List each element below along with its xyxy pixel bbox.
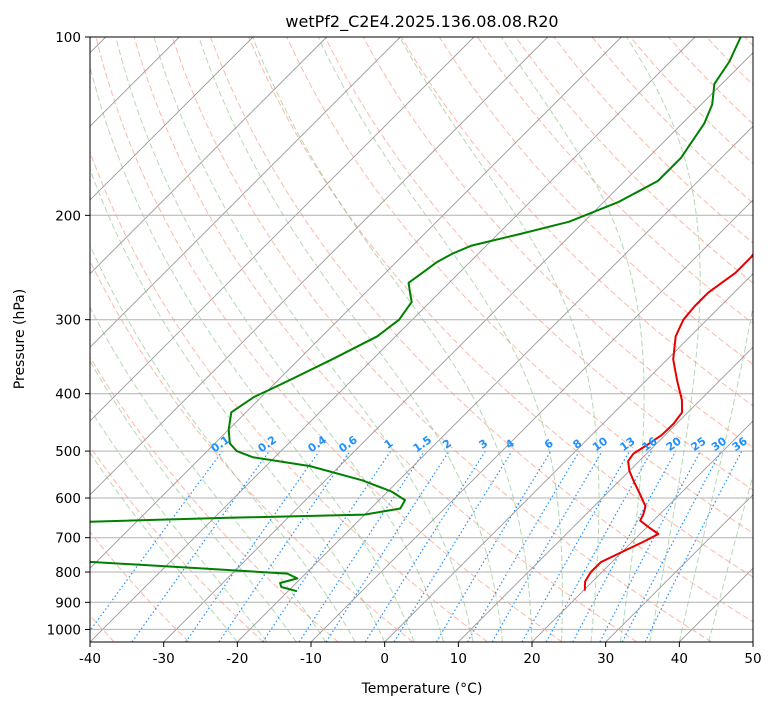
y-tick-label: 1000	[47, 622, 81, 638]
isotherm-line	[90, 37, 254, 201]
x-tick-label: 0	[380, 651, 389, 667]
isotherm-line	[90, 37, 475, 422]
moist-adiabat-line	[90, 306, 327, 642]
dry-adiabat-line	[553, 37, 753, 244]
isotherm-line	[90, 37, 549, 496]
y-axis-label: Pressure (hPa)	[12, 289, 28, 389]
temperature-line	[583, 252, 753, 591]
mixing-ratio-line	[131, 450, 270, 642]
dry-adiabats	[90, 37, 753, 642]
y-tick-label: 100	[55, 30, 81, 46]
y-tick-label: 800	[55, 565, 81, 581]
mixing-ratio-line	[393, 450, 513, 642]
x-tick-label: 40	[671, 651, 688, 667]
moist-adiabat-line	[626, 37, 701, 642]
dry-adiabat-line	[95, 37, 563, 642]
mixing-ratio-line	[325, 450, 450, 642]
plot-area	[90, 37, 753, 642]
x-tick-label: 50	[744, 651, 761, 667]
moist-adiabat-line	[501, 37, 645, 642]
dry-adiabat-line	[210, 37, 753, 623]
y-tick-label: 200	[55, 208, 81, 224]
isotherm-lines	[90, 37, 753, 642]
x-tick-label: -30	[153, 651, 175, 667]
dry-adiabat-line	[286, 37, 753, 534]
isotherm-line	[605, 494, 753, 642]
moist-adiabat-line	[708, 473, 753, 642]
dry-adiabat-line	[629, 37, 753, 165]
x-axis-label: Temperature (°C)	[361, 681, 483, 697]
dry-adiabat-line	[324, 37, 753, 491]
moist-adiabat-line	[153, 37, 474, 642]
isotherm-line	[163, 52, 753, 642]
y-tick-label: 300	[55, 313, 81, 329]
y-tick-label: 700	[55, 531, 81, 547]
isotherm-line	[310, 199, 753, 642]
profile-series	[90, 37, 753, 593]
mixing-ratio-lines	[90, 450, 743, 642]
isotherm-line	[236, 125, 753, 642]
mixing-ratio-line	[218, 450, 351, 642]
x-tick-label: 10	[450, 651, 467, 667]
mixing-ratio-line	[521, 450, 631, 642]
dry-adiabat-line	[591, 37, 753, 204]
moist-adiabat-line	[90, 451, 238, 642]
isotherm-line	[90, 37, 401, 348]
x-tick-label: -20	[226, 651, 248, 667]
dry-adiabat-line	[248, 37, 753, 578]
y-tick-label: 900	[55, 595, 81, 611]
y-tick-label: 400	[55, 387, 81, 403]
moist-adiabat-line	[90, 408, 268, 642]
dewpoint-line	[90, 37, 742, 593]
moist-adiabat-line	[115, 37, 445, 642]
dry-adiabat-line	[400, 37, 753, 407]
isotherm-line	[384, 273, 753, 642]
dry-adiabat-line	[90, 150, 488, 642]
plot-frame	[89, 36, 754, 643]
dry-adiabat-line	[90, 259, 414, 642]
isotherm-line	[531, 420, 753, 642]
dry-adiabat-line	[438, 37, 753, 365]
isotherm-line	[90, 37, 328, 275]
moist-adiabat-line	[90, 360, 297, 642]
mixing-ratio-line	[572, 450, 677, 642]
y-tick-label: 600	[55, 491, 81, 507]
x-tick-label: -10	[300, 651, 322, 667]
dry-adiabat-line	[515, 37, 753, 284]
moist-adiabat-line	[399, 37, 600, 642]
x-tick-label: -40	[79, 651, 101, 667]
x-axis: -40 -30 -20 -10 0 10 20 30 40 50	[79, 642, 762, 667]
dry-adiabat-line	[90, 531, 190, 642]
dry-adiabat-line	[90, 355, 339, 642]
dry-adiabat-line	[133, 37, 638, 642]
x-tick-label: 20	[523, 651, 540, 667]
moist-adiabat-line	[678, 303, 753, 642]
isotherm-line	[90, 37, 622, 569]
mixing-ratio-line	[262, 450, 392, 642]
mixing-ratio-line	[545, 450, 653, 642]
chart-title: wetPf2_C2E4.2025.136.08.08.R20	[285, 12, 558, 32]
moist-adiabat-line	[252, 37, 533, 642]
isotherm-line	[457, 346, 753, 642]
mixing-ratio-line	[185, 450, 320, 642]
x-tick-label: 30	[597, 651, 614, 667]
moist-adiabat-line	[90, 167, 386, 642]
y-tick-label: 500	[55, 444, 81, 460]
moist-adiabat-line	[90, 64, 415, 642]
isotherm-line	[90, 37, 696, 642]
y-axis: 100 200 300 400 500 600 700 800 900 1000	[47, 30, 90, 638]
dry-adiabat-line	[477, 37, 753, 325]
mixing-ratio-line	[644, 450, 743, 642]
